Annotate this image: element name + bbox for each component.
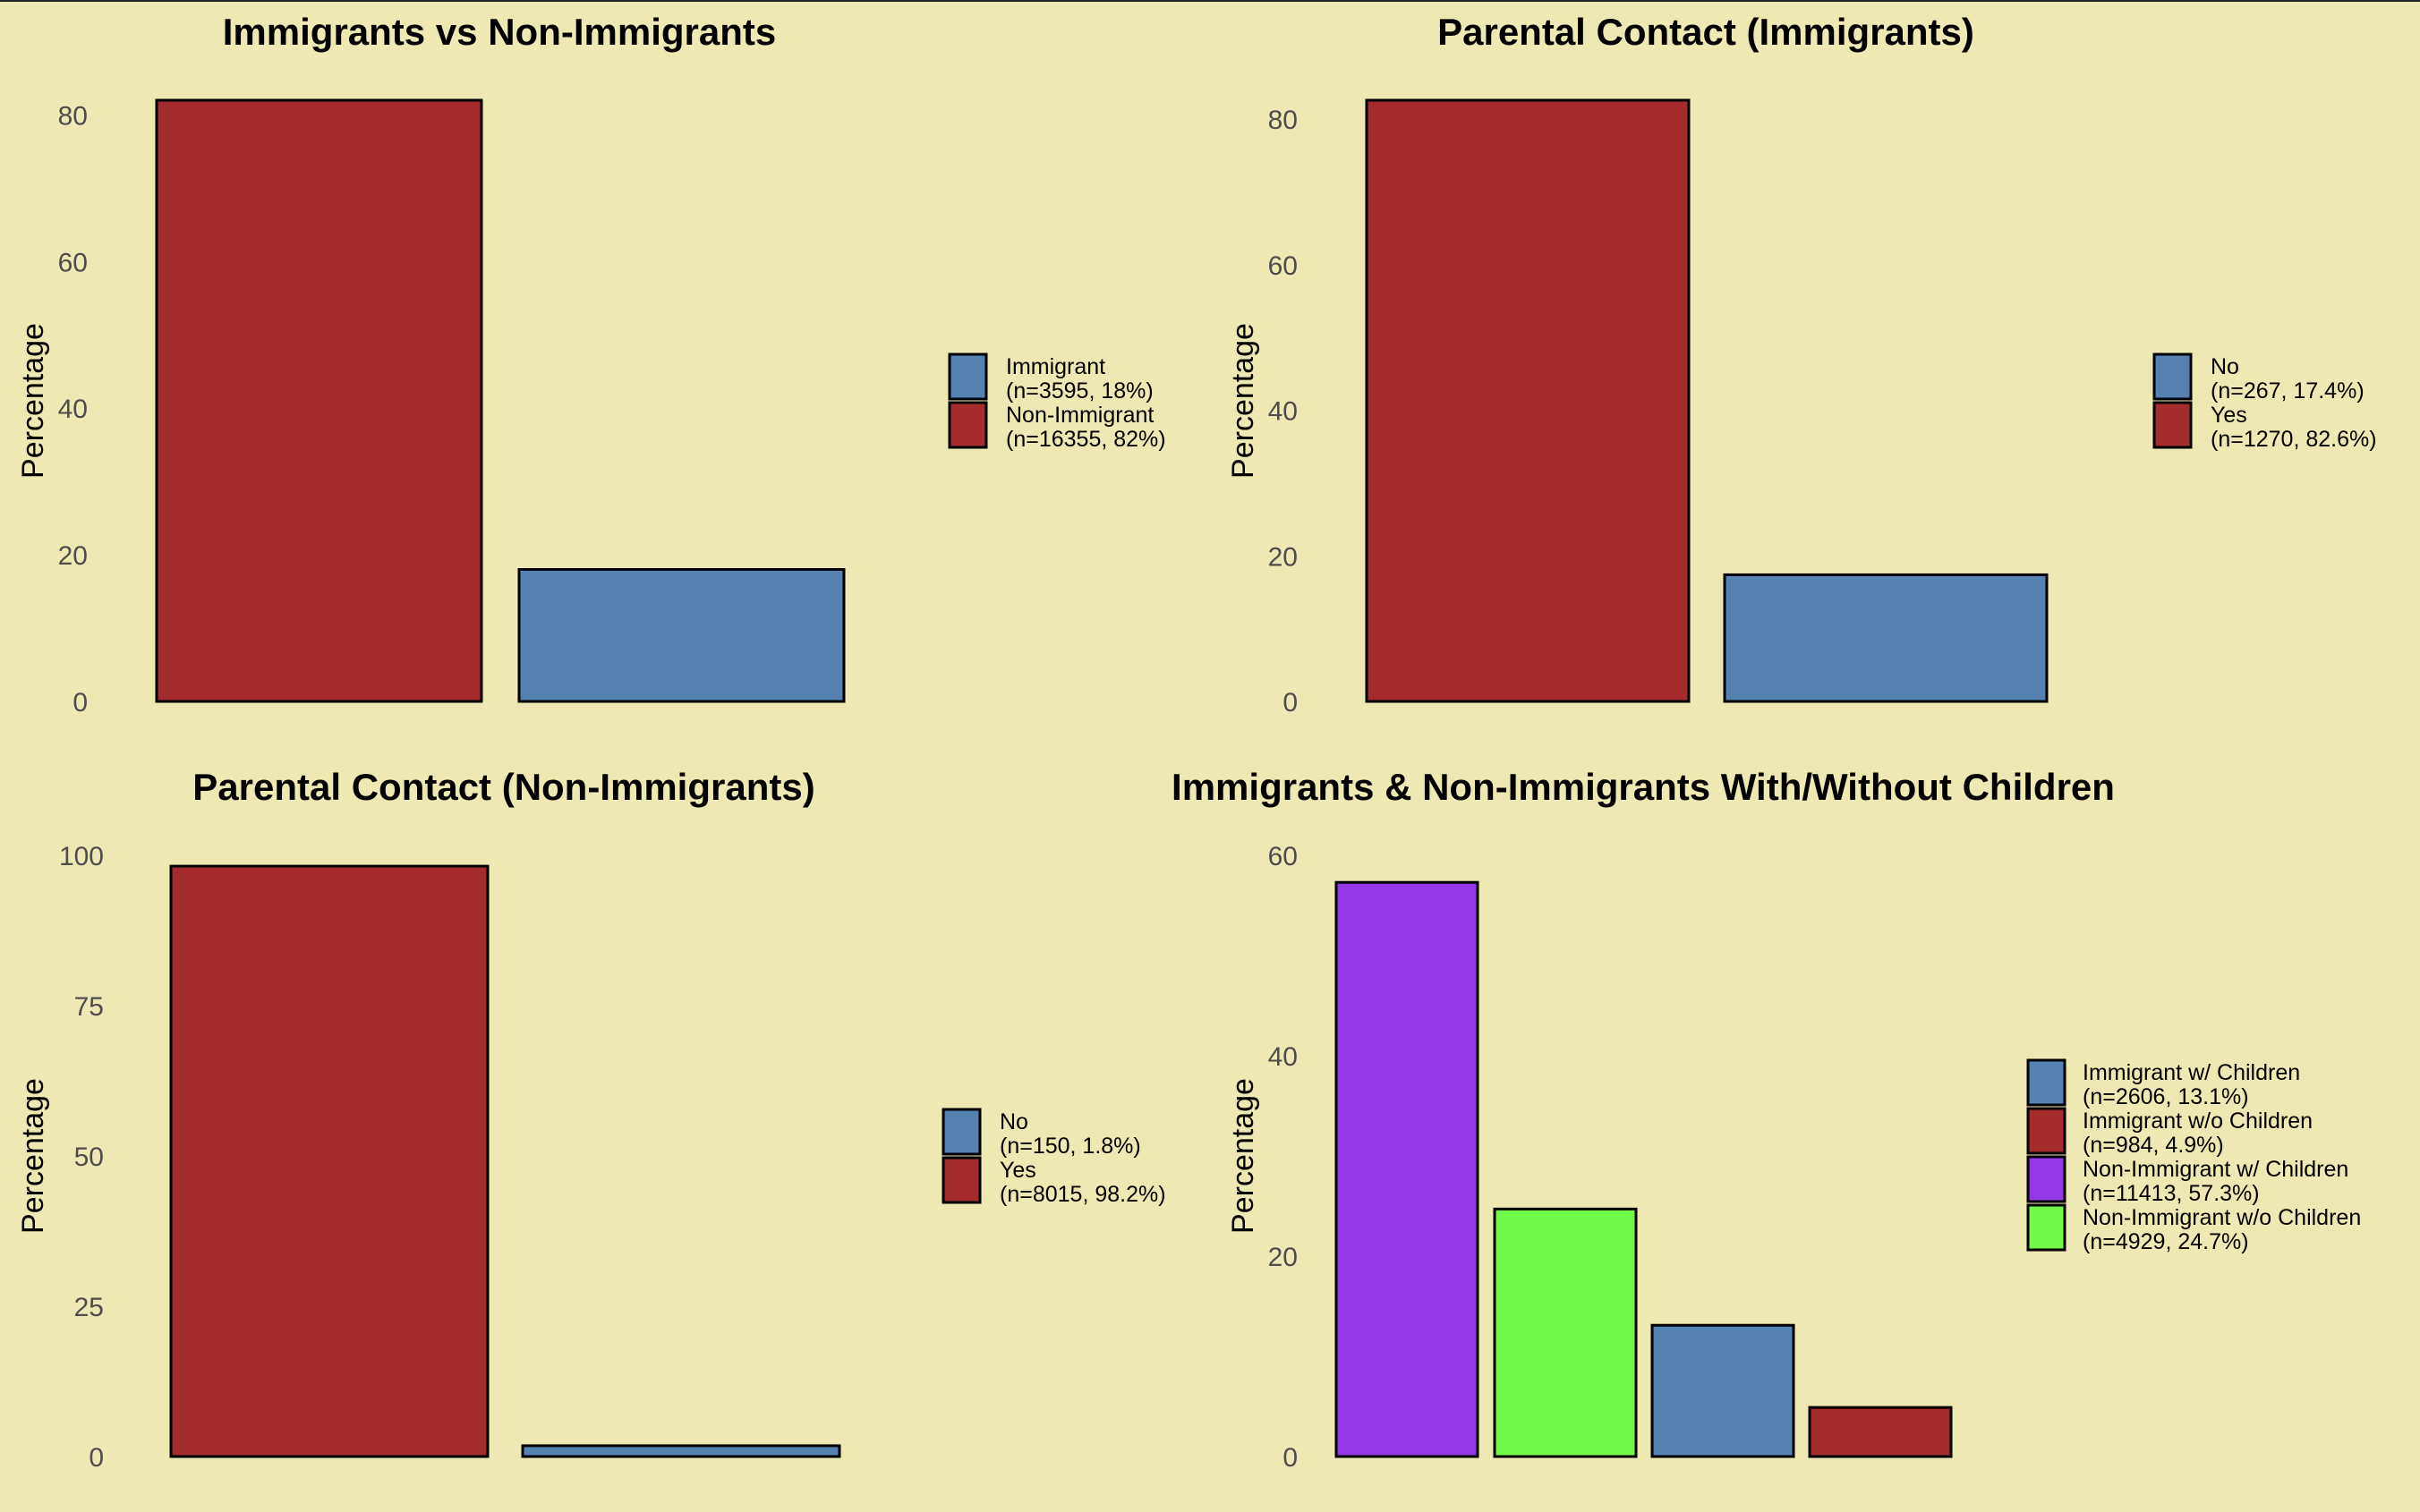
y-tick-label: 20 (58, 541, 88, 571)
y-tick-label: 40 (1268, 397, 1298, 427)
bar-immigrant (517, 567, 846, 703)
chart-title: Immigrants & Non-Immigrants With/Without… (1172, 766, 2115, 808)
legend: Immigrant(n=3595, 18%)Non-Immigrant(n=16… (948, 353, 1166, 452)
legend-detail: (n=984, 4.9%) (2083, 1133, 2224, 1158)
legend: Immigrant w/ Children(n=2606, 13.1%)Immi… (2026, 1058, 2361, 1254)
legend-detail: (n=267, 17.4%) (2211, 378, 2365, 403)
y-axis-title: Percentage (1226, 323, 1260, 479)
legend-detail: (n=8015, 98.2%) (1000, 1182, 1166, 1207)
legend-swatch (2152, 401, 2193, 449)
chart-panel-4: Immigrants & Non-Immigrants With/Without… (1172, 766, 2361, 1473)
chart-title: Parental Contact (Non-Immigrants) (192, 766, 814, 808)
legend-label: Immigrant (1006, 354, 1105, 379)
legend-label: Immigrant w/ Children (2083, 1060, 2300, 1085)
legend-detail: (n=150, 1.8%) (1000, 1134, 1141, 1159)
y-tick-label: 80 (58, 101, 88, 131)
bar-no (521, 1444, 841, 1458)
legend-detail: (n=1270, 82.6%) (2211, 427, 2377, 452)
y-tick-label: 60 (1268, 251, 1298, 281)
legend: No(n=267, 17.4%)Yes(n=1270, 82.6%) (2152, 353, 2377, 452)
y-axis-title: Percentage (16, 323, 50, 479)
chart-panel-2: Parental Contact (Immigrants) 0 20 40 60 80 Pe… (1226, 11, 2377, 718)
bar-non-immigrant-w-children (1334, 880, 1479, 1458)
y-axis-title: Percentage (1226, 1078, 1260, 1234)
y-tick-label: 40 (58, 395, 88, 424)
bar-non-immigrant-w-o-children (1493, 1207, 1638, 1458)
y-tick-label: 100 (59, 842, 104, 871)
y-tick-label: 80 (1268, 106, 1298, 135)
legend-label: Non-Immigrant (1006, 403, 1154, 428)
y-tick-label: 60 (58, 248, 88, 277)
legend-label: Immigrant w/o Children (2083, 1109, 2313, 1134)
legend-swatch (948, 353, 988, 401)
legend-detail: (n=2606, 13.1%) (2083, 1084, 2249, 1109)
legend-swatch (2026, 1107, 2066, 1155)
chart-title: Immigrants vs Non-Immigrants (223, 11, 776, 53)
legend-detail: (n=16355, 82%) (1006, 427, 1166, 452)
legend-swatch (948, 401, 988, 449)
legend-swatch (2026, 1155, 2066, 1203)
y-tick-label: 0 (1282, 688, 1298, 718)
legend-swatch (2026, 1058, 2066, 1107)
bar-immigrant-w-children (1650, 1323, 1795, 1458)
legend-label: No (2211, 354, 2239, 379)
top-border-line (0, 0, 2420, 2)
bar-immigrant-w-o-children (1808, 1406, 1953, 1458)
legend-detail: (n=4929, 24.7%) (2083, 1229, 2249, 1254)
y-axis-title: Percentage (16, 1078, 50, 1234)
legend-label: No (1000, 1109, 1028, 1134)
y-tick-label: 40 (1268, 1042, 1298, 1072)
bar-non-immigrant (155, 98, 483, 703)
chart-panel-3: Parental Contact (Non-Immigrants) 0 25 50 75… (16, 766, 1166, 1473)
legend-detail: (n=11413, 57.3%) (2083, 1181, 2260, 1206)
legend-swatch (942, 1156, 982, 1204)
bar-yes (169, 864, 490, 1458)
legend-label: Non-Immigrant w/ Children (2083, 1157, 2348, 1182)
bar-yes (1365, 98, 1691, 703)
y-tick-label: 25 (74, 1293, 104, 1322)
legend: No(n=150, 1.8%)Yes(n=8015, 98.2%) (942, 1108, 1166, 1207)
y-tick-label: 60 (1268, 842, 1298, 871)
y-tick-label: 20 (1268, 1243, 1298, 1272)
y-tick-label: 75 (74, 992, 104, 1022)
legend-swatch (2152, 353, 2193, 401)
legend-label: Non-Immigrant w/o Children (2083, 1205, 2361, 1230)
chart-title: Parental Contact (Immigrants) (1437, 11, 1974, 53)
legend-label: Yes (2211, 403, 2247, 428)
legend-label: Yes (1000, 1158, 1036, 1183)
y-tick-label: 0 (72, 688, 88, 718)
chart-panel-1: Immigrants vs Non-Immigrants 0 20 40 60 80 Per… (16, 11, 1166, 718)
legend-swatch (2026, 1203, 2066, 1252)
y-tick-label: 50 (74, 1142, 104, 1172)
y-tick-label: 0 (1282, 1443, 1298, 1473)
legend-swatch (942, 1108, 982, 1156)
legend-detail: (n=3595, 18%) (1006, 378, 1154, 403)
y-tick-label: 20 (1268, 542, 1298, 572)
y-tick-label: 0 (89, 1443, 104, 1473)
bar-no (1723, 573, 2049, 703)
